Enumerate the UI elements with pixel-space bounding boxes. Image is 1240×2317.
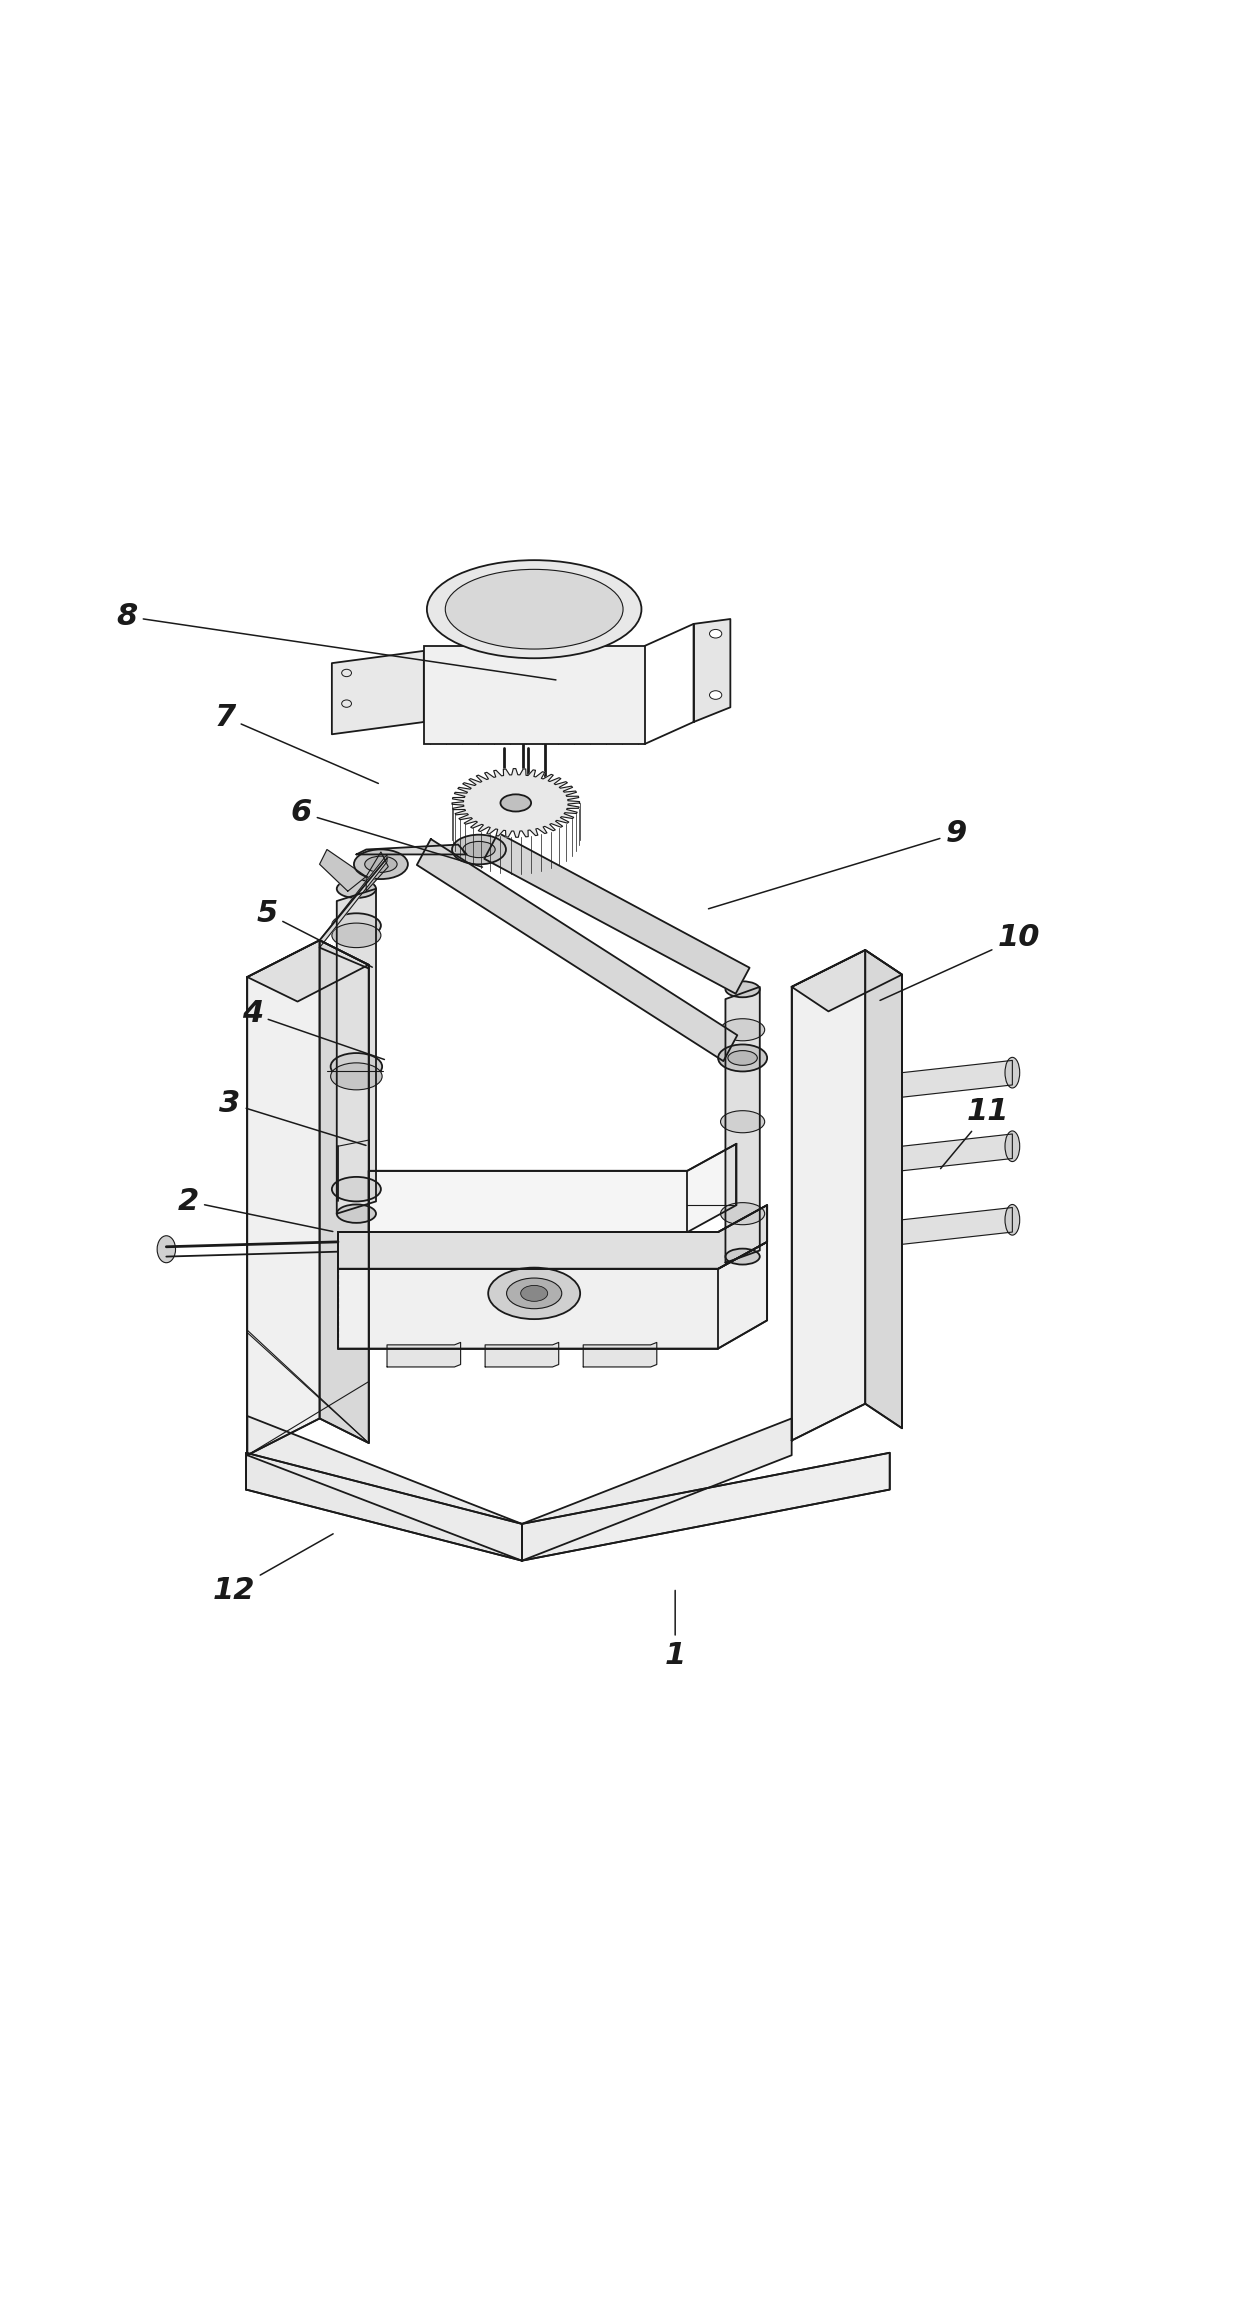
- Polygon shape: [356, 846, 466, 855]
- Ellipse shape: [720, 1203, 765, 1226]
- Polygon shape: [387, 1342, 460, 1367]
- Ellipse shape: [337, 1205, 376, 1223]
- Polygon shape: [320, 855, 387, 948]
- Polygon shape: [485, 1342, 559, 1367]
- Ellipse shape: [725, 1249, 760, 1265]
- Polygon shape: [246, 1453, 890, 1562]
- Ellipse shape: [331, 1064, 382, 1089]
- Polygon shape: [901, 1207, 1012, 1244]
- Polygon shape: [247, 941, 368, 1001]
- Polygon shape: [320, 941, 368, 1443]
- Text: 1: 1: [665, 1589, 686, 1671]
- Ellipse shape: [427, 561, 641, 658]
- Text: 11: 11: [941, 1098, 1009, 1168]
- Text: 3: 3: [219, 1089, 366, 1145]
- Polygon shape: [791, 950, 901, 1010]
- Ellipse shape: [332, 913, 381, 938]
- Polygon shape: [339, 1205, 768, 1270]
- Polygon shape: [417, 839, 738, 1061]
- Text: 10: 10: [880, 922, 1039, 1001]
- Ellipse shape: [501, 795, 531, 811]
- Ellipse shape: [337, 880, 376, 899]
- Polygon shape: [332, 651, 424, 734]
- Polygon shape: [366, 853, 388, 892]
- Polygon shape: [247, 941, 320, 1455]
- Ellipse shape: [365, 857, 397, 871]
- Ellipse shape: [1004, 1131, 1019, 1161]
- FancyBboxPatch shape: [424, 646, 645, 744]
- Ellipse shape: [332, 1177, 381, 1203]
- Polygon shape: [368, 1145, 737, 1233]
- Ellipse shape: [709, 630, 722, 637]
- Ellipse shape: [463, 841, 495, 857]
- Text: 5: 5: [257, 899, 372, 966]
- Ellipse shape: [331, 1052, 382, 1080]
- Text: 7: 7: [215, 702, 378, 783]
- Polygon shape: [866, 950, 901, 1427]
- Polygon shape: [522, 1418, 791, 1562]
- Ellipse shape: [332, 922, 381, 948]
- Ellipse shape: [445, 570, 622, 649]
- Text: 9: 9: [708, 820, 966, 908]
- Polygon shape: [246, 1453, 522, 1562]
- Polygon shape: [320, 850, 366, 892]
- Text: 4: 4: [242, 999, 384, 1059]
- Text: 8: 8: [117, 602, 556, 679]
- Polygon shape: [583, 1342, 657, 1367]
- Polygon shape: [453, 769, 579, 836]
- Text: 2: 2: [177, 1186, 332, 1233]
- Polygon shape: [901, 1133, 1012, 1170]
- Ellipse shape: [353, 850, 408, 878]
- Ellipse shape: [720, 1019, 765, 1040]
- Polygon shape: [791, 950, 866, 1441]
- Ellipse shape: [453, 834, 506, 864]
- Ellipse shape: [720, 1110, 765, 1133]
- Ellipse shape: [157, 1235, 176, 1263]
- Ellipse shape: [489, 1267, 580, 1318]
- Polygon shape: [901, 1061, 1012, 1098]
- Ellipse shape: [1004, 1057, 1019, 1089]
- Ellipse shape: [728, 1050, 758, 1066]
- Polygon shape: [693, 619, 730, 723]
- Ellipse shape: [521, 1286, 548, 1302]
- Polygon shape: [485, 832, 749, 994]
- Polygon shape: [337, 890, 376, 1214]
- Polygon shape: [247, 1416, 522, 1562]
- Polygon shape: [339, 1242, 768, 1348]
- Ellipse shape: [718, 1045, 768, 1070]
- Polygon shape: [725, 987, 760, 1263]
- Polygon shape: [522, 1453, 890, 1562]
- Text: 6: 6: [290, 799, 482, 867]
- Ellipse shape: [725, 982, 760, 996]
- Ellipse shape: [1004, 1205, 1019, 1235]
- Ellipse shape: [709, 690, 722, 700]
- Text: 12: 12: [212, 1534, 334, 1606]
- Ellipse shape: [507, 1279, 562, 1309]
